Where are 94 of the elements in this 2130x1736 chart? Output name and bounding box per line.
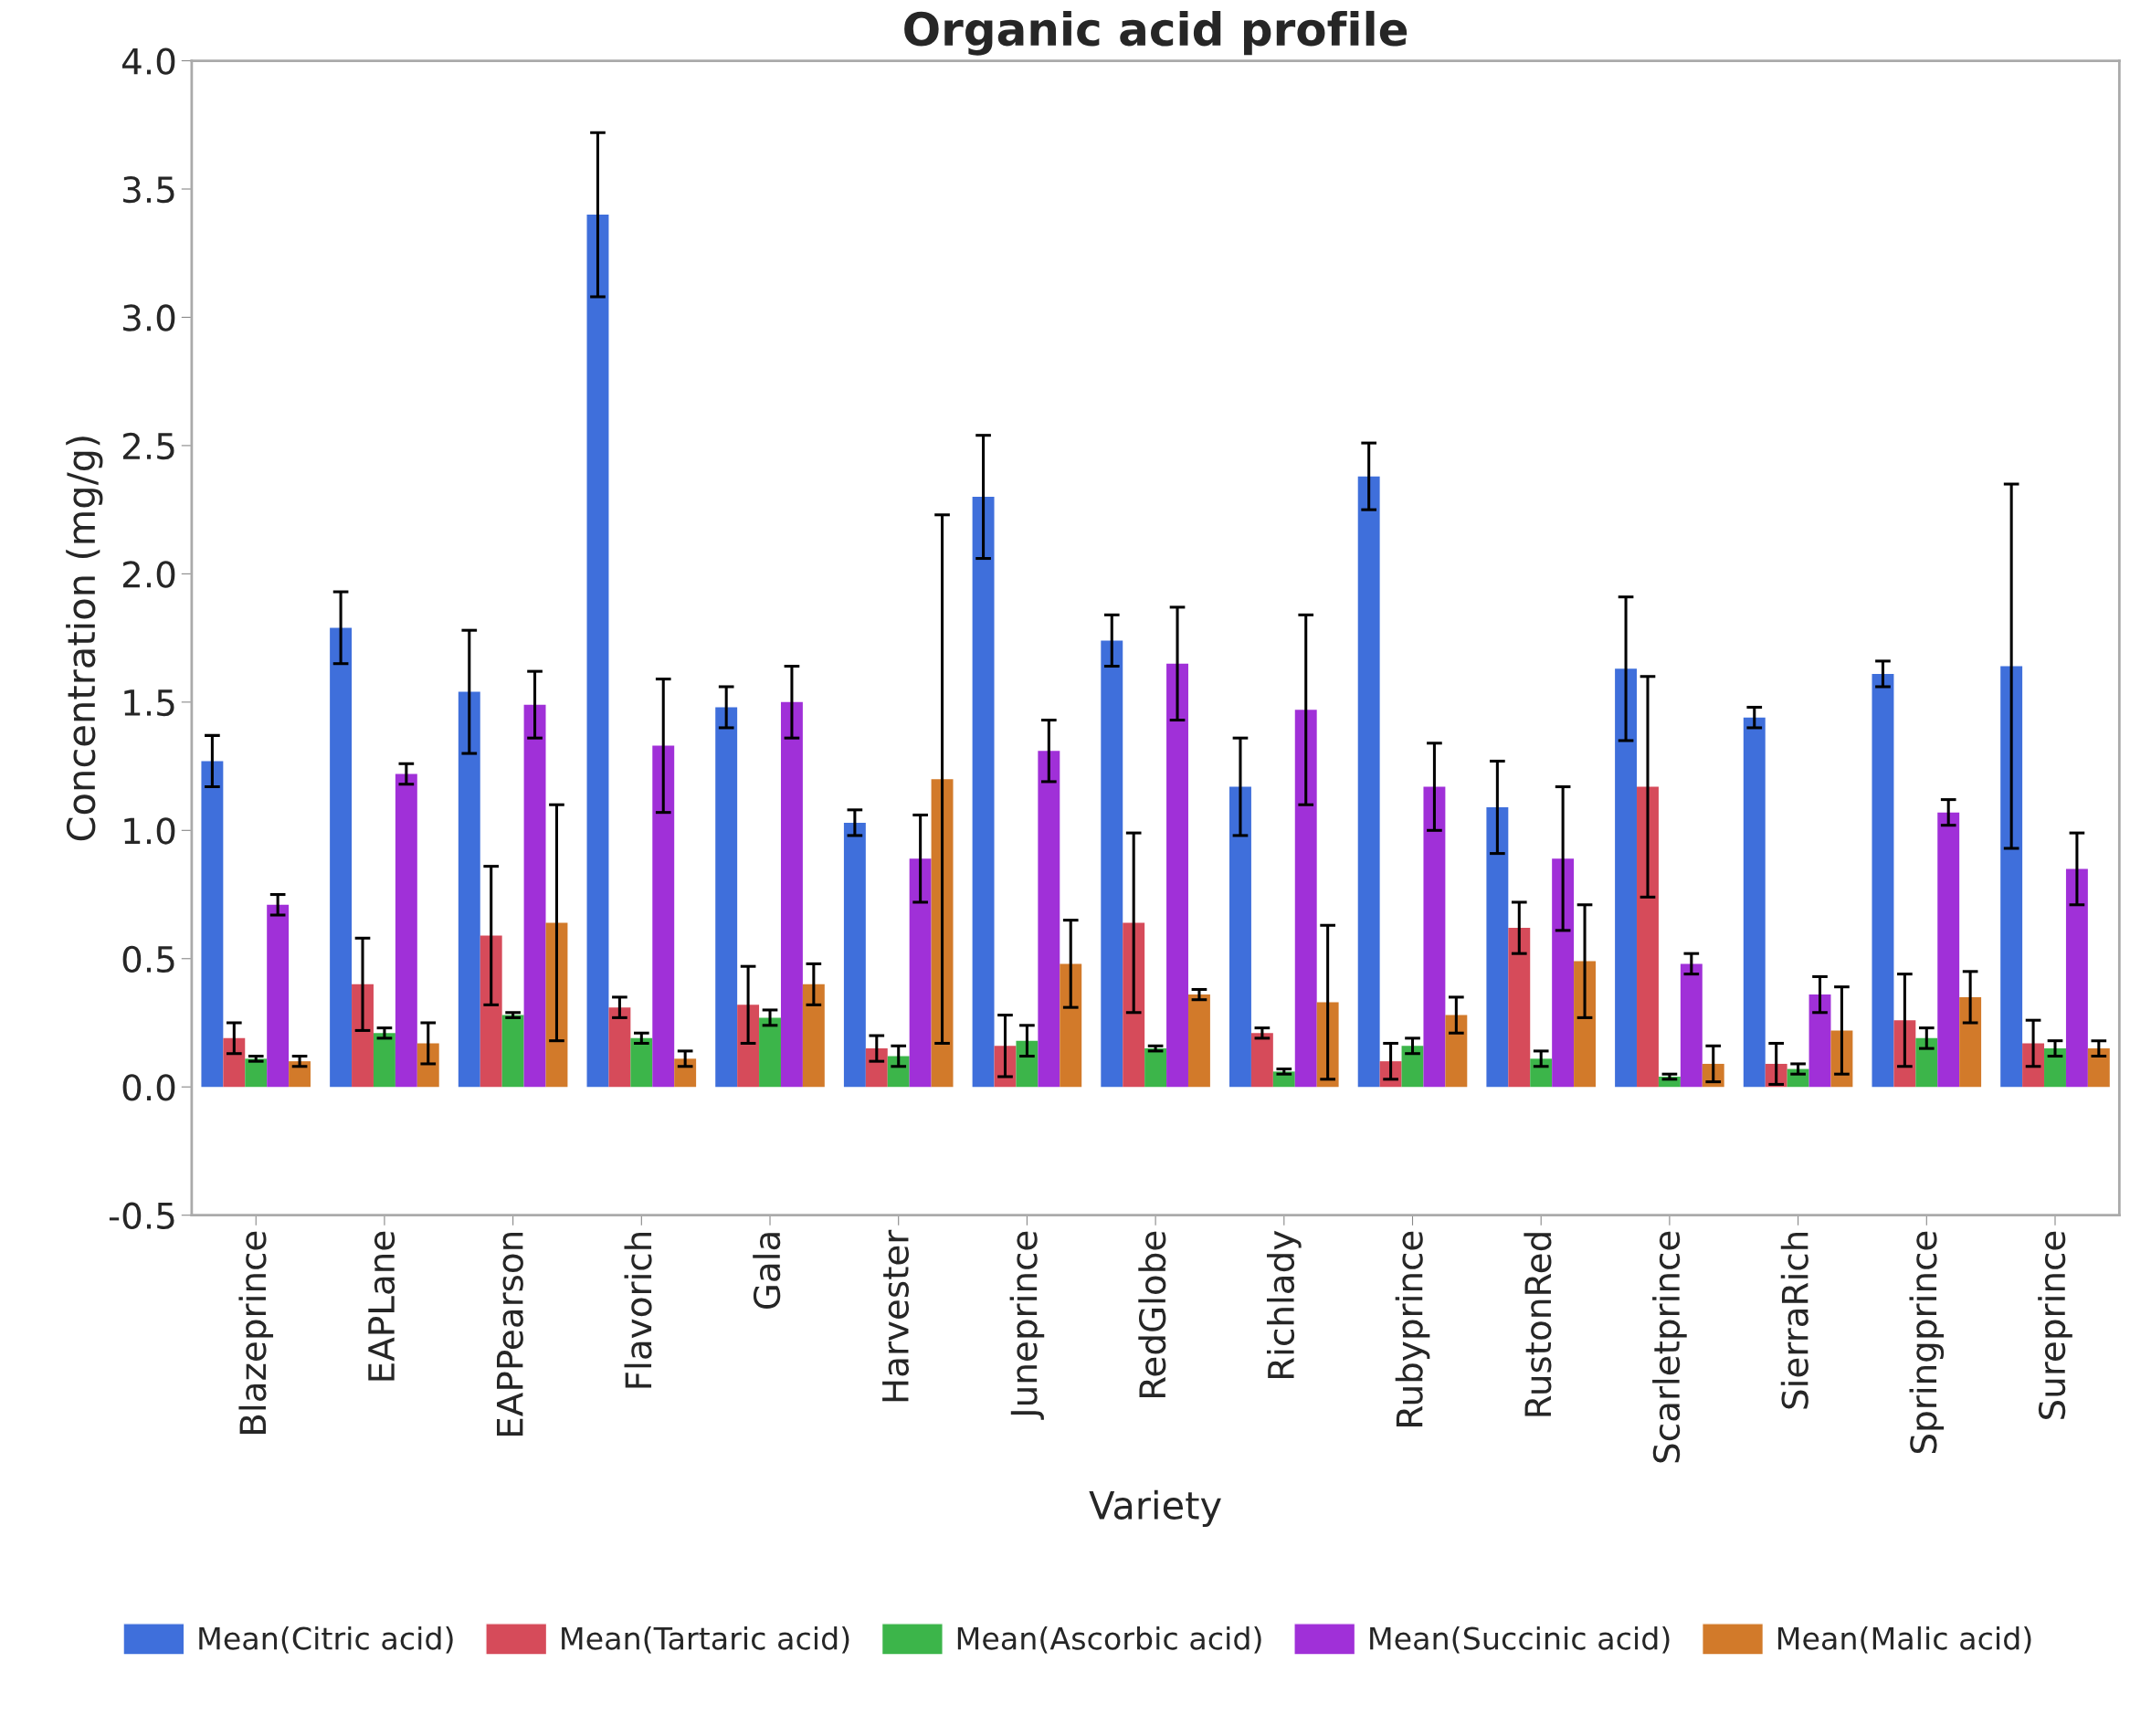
legend-label: Mean(Succinic acid) <box>1370 1626 1670 1654</box>
x-tick-label: Scarletprince <box>1652 1231 1687 1463</box>
bar <box>1743 717 1766 1088</box>
bar <box>1144 1048 1167 1088</box>
bar <box>1937 812 1960 1088</box>
bar <box>2065 868 2088 1088</box>
x-tick-label: Sureprince <box>2038 1231 2072 1419</box>
bar <box>2087 1048 2110 1088</box>
bar <box>395 773 417 1088</box>
x-tick-label: Blazeprince <box>238 1231 274 1434</box>
bar <box>245 1058 268 1088</box>
y-tick-label: 3.0 <box>123 304 175 331</box>
bar <box>480 935 502 1088</box>
bar <box>1808 994 1831 1088</box>
bar <box>630 1037 653 1088</box>
y-tick-label: 3.5 <box>123 175 174 204</box>
x-tick-label: SierraRich <box>1780 1232 1808 1409</box>
bar <box>523 704 546 1088</box>
bar <box>458 691 480 1088</box>
bar <box>1637 786 1659 1088</box>
x-tick-label: Richlady <box>1266 1230 1302 1379</box>
bar <box>373 1033 395 1088</box>
bar <box>501 1015 524 1088</box>
bar <box>1401 1046 1424 1088</box>
x-tick-label: Juneprince <box>1009 1231 1045 1420</box>
bar <box>843 822 866 1088</box>
bar <box>1038 751 1060 1088</box>
bar <box>1060 963 1082 1088</box>
bar <box>1508 928 1531 1088</box>
bar <box>1101 640 1123 1088</box>
bar <box>759 1017 781 1088</box>
y-tick-label: -0.5 <box>109 1202 174 1230</box>
bar <box>1229 786 1251 1088</box>
bar <box>972 497 995 1088</box>
bar <box>1423 786 1446 1088</box>
bar <box>1187 994 1210 1088</box>
x-tick-label: Flavorich <box>624 1232 652 1388</box>
bar <box>267 904 290 1088</box>
legend-label: Mean(Malic acid) <box>1777 1626 2031 1654</box>
x-tick-label: Springprince <box>1909 1231 1945 1454</box>
bar <box>223 1037 246 1088</box>
bar <box>1530 1058 1553 1088</box>
bar <box>1166 663 1188 1088</box>
bar <box>1123 922 1145 1088</box>
x-tick-label: Gala <box>753 1233 781 1310</box>
x-tick-label: RustonRed <box>1524 1233 1552 1416</box>
legend-label: Mean(Citric acid) <box>199 1626 453 1654</box>
bar <box>1872 673 1894 1088</box>
y-tick-label: 0.5 <box>122 945 174 973</box>
bar <box>2022 1043 2045 1088</box>
bar <box>1445 1015 1468 1088</box>
x-tick-label: RedGlobe <box>1138 1231 1166 1398</box>
bar <box>1574 961 1596 1088</box>
bar <box>865 1048 888 1088</box>
bar <box>780 701 803 1088</box>
x-tick-label: EAPPearson <box>497 1232 523 1436</box>
bar <box>1552 858 1575 1088</box>
x-tick-label: Rubyprince <box>1395 1231 1430 1426</box>
bar <box>586 215 609 1088</box>
bar <box>674 1058 697 1088</box>
bar <box>330 627 353 1088</box>
bar <box>737 1005 760 1088</box>
bar <box>201 761 224 1088</box>
bar <box>652 745 675 1088</box>
legend-label: Mean(Tartaric acid) <box>562 1626 849 1654</box>
y-tick-label: 4.0 <box>121 47 175 75</box>
bar <box>2044 1048 2066 1088</box>
bar <box>2000 666 2023 1088</box>
bar <box>1680 963 1703 1088</box>
bar <box>1294 710 1317 1088</box>
bar <box>1915 1037 1938 1088</box>
y-tick-label: 0.0 <box>122 1074 175 1101</box>
bar <box>1615 668 1638 1088</box>
bar <box>715 707 738 1088</box>
x-axis-title: Variety <box>1089 1489 1221 1528</box>
bar <box>1486 807 1509 1088</box>
y-tick-label: 2.0 <box>122 561 175 588</box>
y-tick-label: 2.5 <box>122 432 174 460</box>
bar <box>1250 1033 1273 1088</box>
bar <box>1016 1040 1039 1088</box>
bar <box>802 984 825 1088</box>
y-tick-label: 1.5 <box>124 689 174 717</box>
bar <box>289 1061 311 1088</box>
bar <box>608 1007 631 1088</box>
bar <box>909 858 932 1088</box>
y-axis-title: Concentration (mg/g) <box>66 437 103 841</box>
bar <box>1959 996 1982 1088</box>
x-tick-label: Harvester <box>882 1229 909 1402</box>
x-tick-label: EAPLane <box>368 1231 395 1381</box>
bar <box>887 1056 910 1088</box>
chart-title: Organic acid profile <box>904 10 1408 56</box>
y-tick-label: 1.0 <box>124 817 175 845</box>
legend-label: Mean(Ascorbic acid) <box>957 1626 1261 1654</box>
bar <box>1357 476 1380 1088</box>
